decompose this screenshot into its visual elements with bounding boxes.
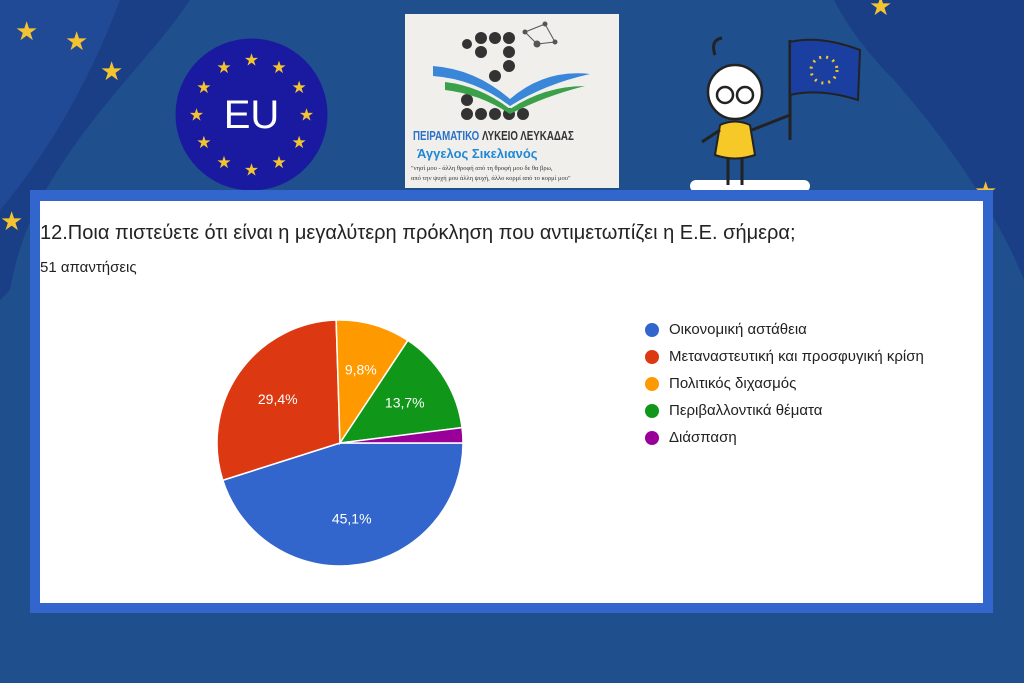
pie-slice-3[interactable] bbox=[338, 339, 463, 444]
eu-star-icon: ★ bbox=[292, 133, 307, 152]
eu-star-icon: ★ bbox=[244, 161, 259, 180]
svg-text:★: ★ bbox=[15, 16, 38, 46]
pie-slice-2[interactable] bbox=[335, 319, 409, 446]
school-quote: "νησί μου - άλλη θροφή από τη θροφή μου … bbox=[411, 165, 571, 182]
legend-label: Διάσπαση bbox=[669, 429, 737, 446]
eu-star-icon: ★ bbox=[196, 133, 211, 152]
eu-star-icon: ★ bbox=[292, 78, 307, 97]
girl-with-eu-flag-illustration bbox=[690, 36, 862, 192]
pie-data-label: 13,7% bbox=[385, 395, 425, 411]
school-name: ΠΕΙΡΑΜΑΤΙΚΟ ΛΥΚΕΙΟ ΛΕΥΚΑΔΑΣ bbox=[413, 129, 574, 143]
response-card bbox=[40, 201, 983, 603]
legend-swatch-icon bbox=[645, 403, 659, 418]
eu-star-icon: ★ bbox=[299, 106, 314, 125]
school-logo: ΠΕΙΡΑΜΑΤΙΚΟ ΛΥΚΕΙΟ ΛΕΥΚΑΔΑΣ Άγγελος Σικε… bbox=[405, 14, 619, 188]
pie-data-label: 9,8% bbox=[345, 362, 377, 378]
pie-slice-1[interactable] bbox=[216, 319, 341, 482]
question-title: 12.Ποια πιστεύετε ότι είναι η μεγαλύτερη… bbox=[40, 222, 796, 244]
eu-star-icon: ★ bbox=[196, 78, 211, 97]
school-logo-graphic bbox=[433, 21, 590, 120]
legend-swatch-icon bbox=[645, 430, 659, 445]
legend-label: Μεταναστευτική και προσφυγική κρίση bbox=[669, 348, 924, 365]
legend-item[interactable]: Πολιτικός διχασμός bbox=[645, 370, 924, 397]
legend-label: Πολιτικός διχασμός bbox=[669, 375, 797, 392]
svg-text:★: ★ bbox=[869, 0, 892, 21]
pie-chart: 45,1% 29,4% 9,8% 13,7% bbox=[216, 319, 464, 567]
svg-text:★: ★ bbox=[65, 26, 88, 56]
legend-swatch-icon bbox=[645, 376, 659, 391]
response-count: 51 απαντήσεις bbox=[40, 259, 137, 276]
legend-item[interactable]: Οικονομική αστάθεια bbox=[645, 316, 924, 343]
eu-star-icon: ★ bbox=[244, 51, 259, 70]
svg-text:★: ★ bbox=[0, 206, 23, 236]
pie-data-label: 29,4% bbox=[258, 391, 298, 407]
eu-star-icon: ★ bbox=[271, 153, 286, 172]
legend-label: Οικονομική αστάθεια bbox=[669, 321, 807, 338]
legend-item[interactable]: Μεταναστευτική και προσφυγική κρίση bbox=[645, 343, 924, 370]
svg-text:★: ★ bbox=[100, 56, 123, 86]
eu-star-icon: ★ bbox=[216, 153, 231, 172]
left-curtain: ★ ★ ★ ★ bbox=[0, 0, 190, 300]
pie-data-label: 45,1% bbox=[332, 510, 372, 526]
eu-star-icon: ★ bbox=[271, 58, 286, 77]
eu-star-icon: ★ bbox=[216, 58, 231, 77]
school-subtitle: Άγγελος Σικελιανός bbox=[417, 146, 538, 161]
legend-label: Περιβαλλοντικά θέματα bbox=[669, 402, 823, 419]
eu-badge: ★ ★ ★ ★ ★ ★ ★ ★ ★ ★ ★ ★ EU bbox=[175, 38, 328, 191]
legend-swatch-icon bbox=[645, 349, 659, 364]
chart-legend: Οικονομική αστάθεια Μεταναστευτική και πρ… bbox=[645, 316, 924, 451]
eu-star-icon: ★ bbox=[189, 106, 204, 125]
eu-badge-text: EU bbox=[224, 93, 280, 137]
legend-swatch-icon bbox=[645, 322, 659, 337]
pie-slice-0[interactable] bbox=[221, 442, 464, 567]
legend-item[interactable]: Διάσπαση bbox=[645, 424, 924, 451]
legend-item[interactable]: Περιβαλλοντικά θέματα bbox=[645, 397, 924, 424]
pie-slice-4[interactable] bbox=[339, 426, 464, 444]
